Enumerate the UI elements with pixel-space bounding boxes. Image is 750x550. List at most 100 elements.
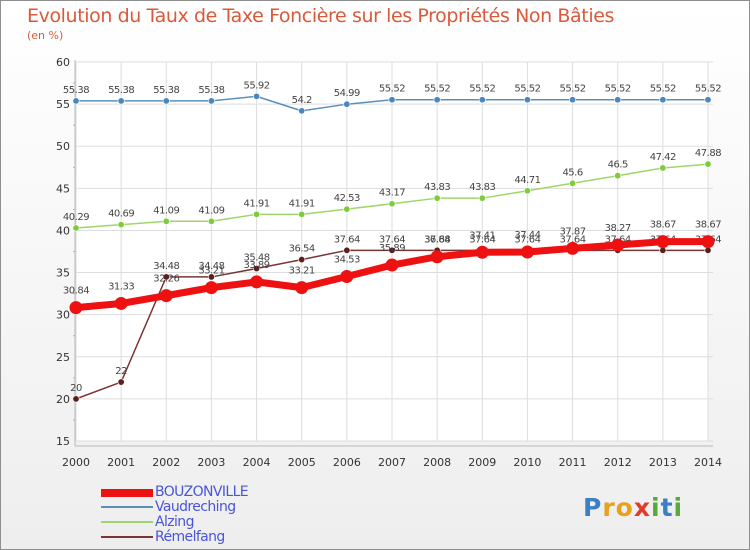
data-point-alzing — [433, 194, 441, 202]
data-label-rmelfang: 37.64 — [424, 234, 450, 245]
x-tick-label: 2012 — [604, 456, 632, 469]
data-label-rmelfang: 35.48 — [244, 253, 270, 264]
x-tick-label: 2007 — [378, 456, 406, 469]
x-tick-label: 2013 — [649, 456, 677, 469]
data-label-alzing: 47.42 — [650, 152, 676, 163]
data-label-vaudreching: 55.52 — [605, 84, 631, 95]
legend-label-vaudreching: Vaudreching — [155, 499, 236, 515]
data-point-bouzonville — [430, 250, 444, 264]
data-label-bouzonville: 38.27 — [605, 223, 631, 234]
data-label-alzing: 42.53 — [334, 193, 360, 204]
x-tick-label: 2003 — [197, 456, 225, 469]
data-label-alzing: 46.5 — [608, 160, 628, 171]
legend-item-alzing: Alzing — [101, 515, 361, 530]
legend-swatch-bouzonville — [101, 489, 153, 497]
data-label-alzing: 43.83 — [424, 182, 450, 193]
data-label-rmelfang: 37.64 — [379, 234, 405, 245]
data-point-bouzonville — [114, 296, 128, 310]
chart-title: Evolution du Taux de Taxe Foncière sur l… — [27, 5, 615, 27]
data-point-rmelfang — [253, 265, 261, 273]
data-point-rmelfang — [72, 395, 80, 403]
proxiti-logo-letter: i — [673, 493, 684, 522]
data-label-bouzonville: 34.53 — [334, 255, 360, 266]
data-point-bouzonville — [475, 245, 489, 259]
proxiti-logo-letter: x — [633, 493, 651, 522]
data-point-alzing — [117, 221, 125, 229]
data-point-vaudreching — [388, 96, 396, 104]
data-point-bouzonville — [611, 238, 625, 252]
legend-swatch-alzing — [101, 521, 153, 523]
data-point-vaudreching — [614, 96, 622, 104]
data-point-alzing — [72, 224, 80, 232]
y-unit-label: (en %) — [27, 29, 64, 42]
data-label-bouzonville: 30.84 — [63, 286, 89, 297]
data-point-vaudreching — [298, 107, 306, 115]
legend-item-remelfang: Rémelfang — [101, 530, 361, 545]
data-point-rmelfang — [343, 246, 351, 254]
data-point-alzing — [207, 217, 215, 225]
data-label-vaudreching: 55.52 — [514, 84, 540, 95]
data-point-bouzonville — [520, 245, 534, 259]
x-tick-label: 2010 — [513, 456, 541, 469]
data-label-rmelfang: 22 — [115, 366, 127, 377]
data-label-vaudreching: 55.92 — [244, 80, 270, 91]
data-point-vaudreching — [72, 97, 80, 105]
legend-swatch-vaudreching — [101, 506, 153, 508]
y-tick-label: 15 — [56, 435, 70, 448]
data-point-bouzonville — [250, 275, 264, 289]
data-label-rmelfang: 37.64 — [560, 234, 586, 245]
data-point-alzing — [478, 194, 486, 202]
data-label-vaudreching: 55.38 — [153, 85, 179, 96]
data-point-rmelfang — [207, 273, 215, 281]
data-label-vaudreching: 55.52 — [650, 84, 676, 95]
data-point-rmelfang — [117, 378, 125, 386]
data-label-vaudreching: 55.52 — [379, 84, 405, 95]
data-label-rmelfang: 37.64 — [334, 234, 360, 245]
data-point-alzing — [343, 205, 351, 213]
data-point-vaudreching — [659, 96, 667, 104]
data-point-vaudreching — [343, 100, 351, 108]
data-label-bouzonville: 38.67 — [695, 220, 721, 231]
legend-item-vaudreching: Vaudreching — [101, 500, 361, 515]
data-label-alzing: 44.71 — [514, 175, 540, 186]
data-label-alzing: 41.09 — [198, 205, 224, 216]
proxiti-logo: Proxiti — [583, 493, 683, 522]
data-label-alzing: 40.69 — [108, 209, 134, 220]
data-label-vaudreching: 55.38 — [198, 85, 224, 96]
data-point-bouzonville — [340, 270, 354, 284]
y-tick-label: 30 — [56, 309, 70, 322]
proxiti-logo-letter: i — [651, 493, 661, 522]
chart-legend: BOUZONVILLE Vaudreching Alzing Rémelfang — [101, 485, 361, 545]
proxiti-logo-letter: o — [615, 493, 634, 522]
data-point-alzing — [253, 210, 261, 218]
y-tick-label: 50 — [56, 140, 70, 153]
data-point-bouzonville — [656, 235, 670, 249]
data-label-bouzonville: 38.67 — [650, 220, 676, 231]
legend-swatch-remelfang — [101, 536, 153, 538]
data-point-vaudreching — [704, 96, 712, 104]
data-label-bouzonville: 37.87 — [560, 226, 586, 237]
data-point-vaudreching — [569, 96, 577, 104]
data-label-bouzonville: 32.26 — [153, 274, 179, 285]
data-label-alzing: 43.83 — [469, 182, 495, 193]
data-label-vaudreching: 55.52 — [424, 84, 450, 95]
data-label-bouzonville: 36.88 — [424, 235, 450, 246]
data-label-alzing: 47.88 — [695, 148, 721, 159]
y-tick-label: 45 — [56, 182, 70, 195]
data-point-bouzonville — [385, 258, 399, 272]
data-label-alzing: 41.91 — [244, 198, 270, 209]
proxiti-logo-letter: r — [602, 493, 616, 522]
data-point-bouzonville — [295, 281, 309, 295]
data-point-rmelfang — [298, 256, 306, 264]
x-tick-label: 2014 — [694, 456, 722, 469]
data-label-vaudreching: 55.38 — [108, 85, 134, 96]
data-point-alzing — [704, 160, 712, 168]
data-label-vaudreching: 55.52 — [469, 84, 495, 95]
data-label-bouzonville: 33.21 — [198, 266, 224, 277]
data-label-bouzonville: 31.33 — [108, 281, 134, 292]
data-point-bouzonville — [159, 289, 173, 303]
data-label-bouzonville: 33.89 — [244, 260, 270, 271]
legend-label-bouzonville: BOUZONVILLE — [155, 484, 249, 500]
